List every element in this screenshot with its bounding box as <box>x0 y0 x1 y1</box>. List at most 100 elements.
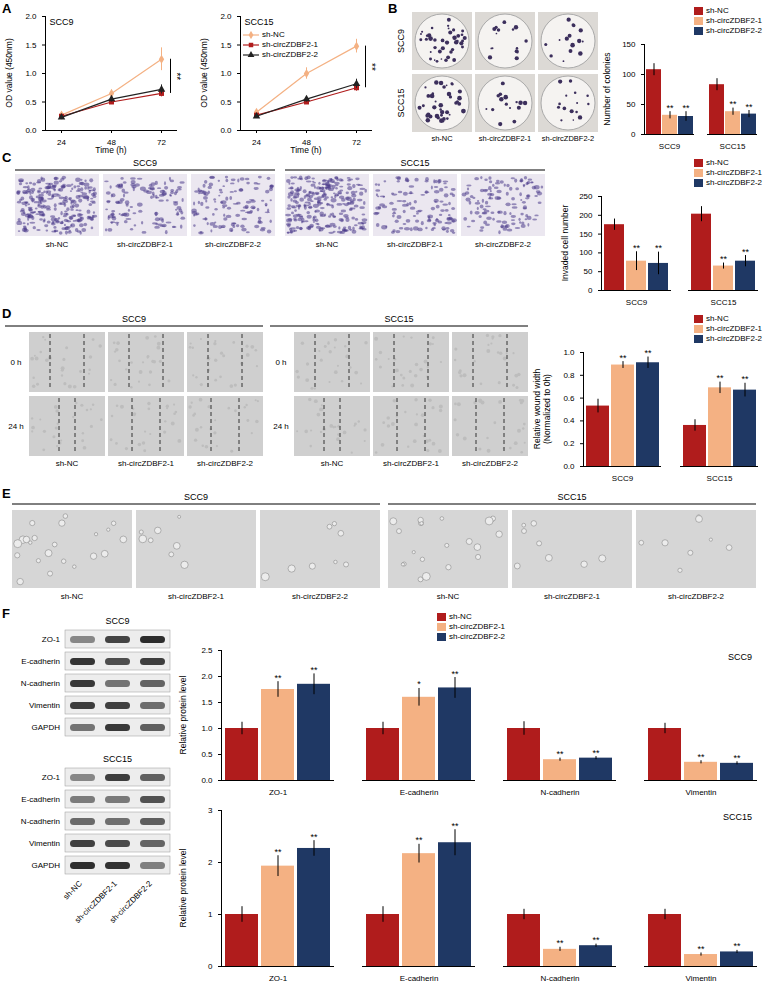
svg-text:100: 100 <box>579 248 593 257</box>
svg-text:2.0: 2.0 <box>201 672 213 681</box>
svg-text:SCC9: SCC9 <box>659 142 681 151</box>
svg-text:1.5: 1.5 <box>25 41 37 50</box>
svg-text:**: ** <box>716 373 724 383</box>
svg-text:ZO-1: ZO-1 <box>42 635 61 644</box>
svg-text:**: ** <box>415 835 423 845</box>
svg-text:150: 150 <box>622 40 636 49</box>
svg-text:Vimentin: Vimentin <box>686 788 717 797</box>
svg-text:**: ** <box>556 749 564 759</box>
svg-text:D: D <box>2 306 11 321</box>
svg-text:SCC9: SCC9 <box>122 314 146 324</box>
svg-text:sh-circZDBF2-2: sh-circZDBF2-2 <box>542 134 595 143</box>
svg-text:F: F <box>2 606 10 621</box>
svg-text:SCC9: SCC9 <box>133 158 157 168</box>
svg-text:0: 0 <box>588 286 593 295</box>
svg-text:E: E <box>2 486 11 501</box>
svg-text:0.6: 0.6 <box>563 394 575 403</box>
svg-text:**: ** <box>619 353 627 363</box>
svg-text:**: ** <box>451 669 459 679</box>
svg-text:B: B <box>388 1 397 16</box>
svg-text:SCC9: SCC9 <box>105 616 129 626</box>
svg-text:sh-NC: sh-NC <box>46 240 69 249</box>
svg-text:2: 2 <box>208 858 213 867</box>
svg-text:SCC9: SCC9 <box>396 29 406 53</box>
svg-text:sh-NC: sh-NC <box>321 459 344 468</box>
svg-text:C: C <box>2 150 12 165</box>
svg-text:Vimentin: Vimentin <box>29 839 60 848</box>
svg-text:**: ** <box>697 944 705 954</box>
svg-text:1.0: 1.0 <box>201 724 213 733</box>
svg-text:sh-circZDBF2-2: sh-circZDBF2-2 <box>197 459 254 468</box>
svg-text:GAPDH: GAPDH <box>32 723 61 732</box>
svg-text:sh-circZDBF2-1: sh-circZDBF2-1 <box>168 592 225 601</box>
svg-text:GAPDH: GAPDH <box>32 861 61 870</box>
svg-text:**: ** <box>310 665 318 675</box>
svg-text:sh-circZDBF2-2: sh-circZDBF2-2 <box>462 459 519 468</box>
svg-text:**: ** <box>697 752 705 762</box>
svg-text:A: A <box>2 1 12 16</box>
svg-text:**: ** <box>745 102 753 112</box>
svg-text:72: 72 <box>157 138 166 147</box>
svg-text:0.0: 0.0 <box>201 776 213 785</box>
svg-text:E-cadherin: E-cadherin <box>400 974 439 983</box>
svg-text:E-cadherin: E-cadherin <box>21 795 60 804</box>
svg-text:250: 250 <box>579 192 593 201</box>
svg-text:**: ** <box>592 748 600 758</box>
svg-text:E-cadherin: E-cadherin <box>400 788 439 797</box>
svg-text:150: 150 <box>579 230 593 239</box>
svg-text:1.0: 1.0 <box>563 348 575 357</box>
svg-text:sh-NC: sh-NC <box>431 134 453 143</box>
svg-text:3: 3 <box>208 806 213 815</box>
svg-text:**: ** <box>274 847 282 857</box>
svg-text:SCC15: SCC15 <box>711 298 737 307</box>
svg-text:1.0: 1.0 <box>25 69 37 78</box>
svg-text:**: ** <box>733 941 741 951</box>
svg-text:Vimentin: Vimentin <box>686 974 717 983</box>
svg-text:sh-circZDBF2-1: sh-circZDBF2-1 <box>544 592 601 601</box>
svg-text:SCC9: SCC9 <box>626 298 648 307</box>
svg-text:sh-circZDBF2-1: sh-circZDBF2-1 <box>479 134 532 143</box>
svg-text:SCC15: SCC15 <box>400 158 429 168</box>
svg-text:sh-circZDBF2-1: sh-circZDBF2-1 <box>387 240 444 249</box>
svg-text:SCC9: SCC9 <box>184 492 208 502</box>
svg-text:0.5: 0.5 <box>25 98 37 107</box>
svg-text:sh-circZDBF2-1: sh-circZDBF2-1 <box>383 459 440 468</box>
svg-text:**: ** <box>451 821 459 831</box>
svg-text:**: ** <box>666 103 674 113</box>
svg-text:**: ** <box>366 63 377 71</box>
svg-text:0: 0 <box>631 130 636 139</box>
svg-text:**: ** <box>729 99 737 109</box>
svg-text:SCC15: SCC15 <box>720 142 746 151</box>
svg-text:200: 200 <box>579 211 593 220</box>
svg-text:0.8: 0.8 <box>563 371 575 380</box>
svg-text:0 h: 0 h <box>275 358 286 367</box>
svg-text:0.5: 0.5 <box>201 750 213 759</box>
svg-text:sh-NC: sh-NC <box>56 459 79 468</box>
svg-text:72: 72 <box>352 138 361 147</box>
svg-text:0.2: 0.2 <box>563 439 575 448</box>
svg-text:sh-circZDBF2-2: sh-circZDBF2-2 <box>108 879 154 925</box>
svg-text:N-cadherin: N-cadherin <box>21 679 60 688</box>
svg-text:24: 24 <box>57 138 66 147</box>
svg-text:1.0: 1.0 <box>220 69 232 78</box>
svg-text:ZO-1: ZO-1 <box>42 773 61 782</box>
svg-text:0.4: 0.4 <box>563 416 575 425</box>
svg-text:E-cadherin: E-cadherin <box>21 657 60 666</box>
svg-text:**: ** <box>644 348 652 358</box>
svg-text:2.5: 2.5 <box>201 646 213 655</box>
svg-text:SCC15: SCC15 <box>557 492 586 502</box>
svg-text:**: ** <box>733 753 741 763</box>
svg-text:SCC15: SCC15 <box>384 314 413 324</box>
svg-text:24 h: 24 h <box>273 422 289 431</box>
svg-text:N-cadherin: N-cadherin <box>540 788 579 797</box>
svg-text:SCC15: SCC15 <box>103 754 132 764</box>
svg-text:ZO-1: ZO-1 <box>269 788 288 797</box>
svg-text:24: 24 <box>252 138 261 147</box>
svg-text:**: ** <box>274 673 282 683</box>
svg-text:SCC9: SCC9 <box>50 17 74 27</box>
svg-text:**: ** <box>682 103 690 113</box>
svg-text:**: ** <box>655 243 663 253</box>
svg-text:SCC9: SCC9 <box>612 474 634 483</box>
svg-text:sh-NC: sh-NC <box>62 879 85 902</box>
svg-text:ZO-1: ZO-1 <box>269 974 288 983</box>
